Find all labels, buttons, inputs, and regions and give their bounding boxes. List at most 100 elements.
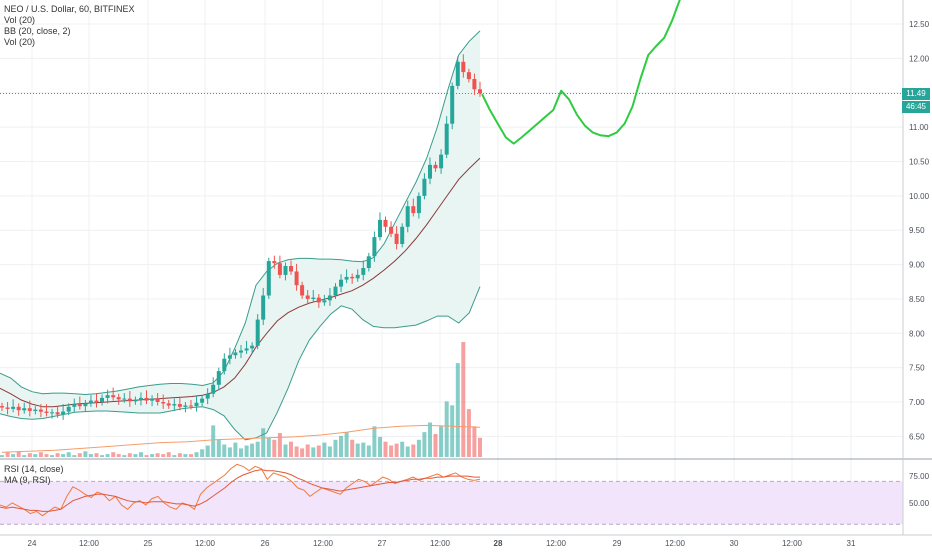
volume-bar bbox=[205, 445, 210, 457]
forecast-line[interactable] bbox=[481, 0, 681, 145]
volume-bar bbox=[428, 422, 432, 457]
volume-bar bbox=[16, 451, 21, 457]
candle-body bbox=[322, 300, 327, 303]
volume-bar bbox=[222, 444, 227, 457]
candle-body bbox=[144, 397, 149, 401]
forecast-path bbox=[481, 0, 681, 145]
volume-bar bbox=[61, 454, 66, 457]
candle-body bbox=[366, 256, 371, 268]
last-price-tag: 11.49 bbox=[902, 88, 930, 100]
volume-bar bbox=[133, 454, 138, 457]
candle-body bbox=[205, 393, 210, 399]
legend-rsi[interactable]: RSI (14, close) bbox=[4, 464, 64, 474]
candle-body bbox=[289, 266, 293, 272]
volume-bar bbox=[478, 437, 482, 457]
candle-body bbox=[5, 407, 10, 409]
volume-bar bbox=[344, 432, 349, 457]
time-tick-label-11: 12:00 bbox=[665, 539, 686, 548]
volume-bar bbox=[189, 454, 193, 457]
price-tick-label-8: 8.50 bbox=[909, 295, 925, 304]
candle-body bbox=[411, 206, 416, 214]
candle-body bbox=[378, 219, 382, 238]
volume-bar bbox=[277, 433, 282, 457]
main-legend: NEO / U.S. Dollar, 60, BITFINEX Vol (20)… bbox=[4, 4, 135, 48]
candle-body bbox=[250, 345, 255, 349]
candle-body bbox=[211, 384, 216, 394]
candle-body bbox=[105, 395, 110, 398]
rsi-tick-label-1: 50.00 bbox=[909, 499, 930, 508]
volume-bar bbox=[22, 455, 27, 457]
volume-bar bbox=[255, 441, 260, 457]
candle-body bbox=[272, 261, 277, 264]
volume-bar bbox=[44, 454, 49, 457]
legend-vol-2[interactable]: Vol (20) bbox=[4, 37, 36, 47]
candle-body bbox=[361, 268, 366, 275]
volume-bar bbox=[405, 446, 410, 457]
candle-body bbox=[300, 285, 305, 296]
time-tick-label-14: 31 bbox=[847, 539, 856, 548]
candle-body bbox=[16, 406, 21, 411]
candle-body bbox=[133, 400, 138, 402]
candle-body bbox=[472, 79, 477, 90]
volume-bar bbox=[439, 426, 444, 457]
legend-bb[interactable]: BB (20, close, 2) bbox=[4, 26, 71, 36]
candle-body bbox=[428, 164, 432, 179]
volume-bar bbox=[155, 453, 160, 457]
volume-bar bbox=[289, 441, 293, 457]
candle-body bbox=[422, 178, 427, 196]
time-tick-label-13: 12:00 bbox=[782, 539, 803, 548]
volume-bar bbox=[105, 454, 110, 457]
candle-body bbox=[372, 237, 377, 257]
time-tick-label-9: 12:00 bbox=[546, 539, 567, 548]
bb-lower-line bbox=[0, 286, 481, 441]
volume-bar bbox=[327, 446, 332, 457]
candle-body bbox=[305, 295, 310, 299]
volume-bar bbox=[311, 447, 316, 457]
candle-body bbox=[216, 371, 221, 385]
candle-body bbox=[416, 195, 421, 214]
price-tick-label-12: 6.50 bbox=[909, 432, 925, 441]
volume-bar bbox=[233, 442, 238, 457]
volume-bar bbox=[239, 448, 243, 457]
candle-body bbox=[50, 412, 54, 414]
volume-bar bbox=[422, 432, 427, 457]
candle-body bbox=[461, 61, 466, 73]
candle-body bbox=[22, 408, 27, 411]
volume-bar bbox=[322, 442, 327, 457]
candle-body bbox=[311, 297, 316, 299]
volume-bar bbox=[416, 439, 421, 458]
countdown-tag: 46:45 bbox=[902, 101, 930, 113]
bollinger-bands bbox=[0, 30, 481, 441]
candle-body bbox=[27, 408, 32, 411]
volume-bar bbox=[200, 449, 205, 457]
time-tick-label-4: 26 bbox=[261, 539, 270, 548]
volume-bar bbox=[0, 455, 4, 457]
candle-body bbox=[172, 404, 177, 406]
price-tick-label-9: 8.00 bbox=[909, 329, 925, 338]
volume-bar bbox=[355, 443, 360, 457]
price-tick-label-0: 12.50 bbox=[909, 20, 930, 29]
legend-rsi-ma[interactable]: MA (9, RSI) bbox=[4, 475, 51, 485]
volume-bar bbox=[27, 453, 32, 457]
candle-body bbox=[38, 409, 43, 412]
volume-bar bbox=[211, 425, 216, 457]
candle-body bbox=[383, 219, 388, 227]
legend-vol[interactable]: Vol (20) bbox=[4, 15, 36, 25]
volume-bar bbox=[183, 454, 188, 457]
volume-bar bbox=[244, 445, 249, 457]
candle-body bbox=[122, 398, 127, 400]
volume-bar bbox=[361, 442, 366, 457]
candle-body bbox=[189, 405, 193, 407]
volume-bar bbox=[166, 452, 171, 457]
candle-body bbox=[316, 297, 321, 303]
symbol-title[interactable]: NEO / U.S. Dollar, 60, BITFINEX bbox=[4, 4, 135, 14]
candle-body bbox=[77, 404, 82, 407]
candle-body bbox=[88, 400, 93, 404]
volume-bar bbox=[127, 453, 132, 457]
volume-bar bbox=[111, 452, 116, 457]
candles[interactable] bbox=[0, 54, 482, 420]
rsi-band bbox=[0, 481, 903, 525]
price-tick-label-7: 9.00 bbox=[909, 261, 925, 270]
candle-body bbox=[111, 395, 116, 398]
